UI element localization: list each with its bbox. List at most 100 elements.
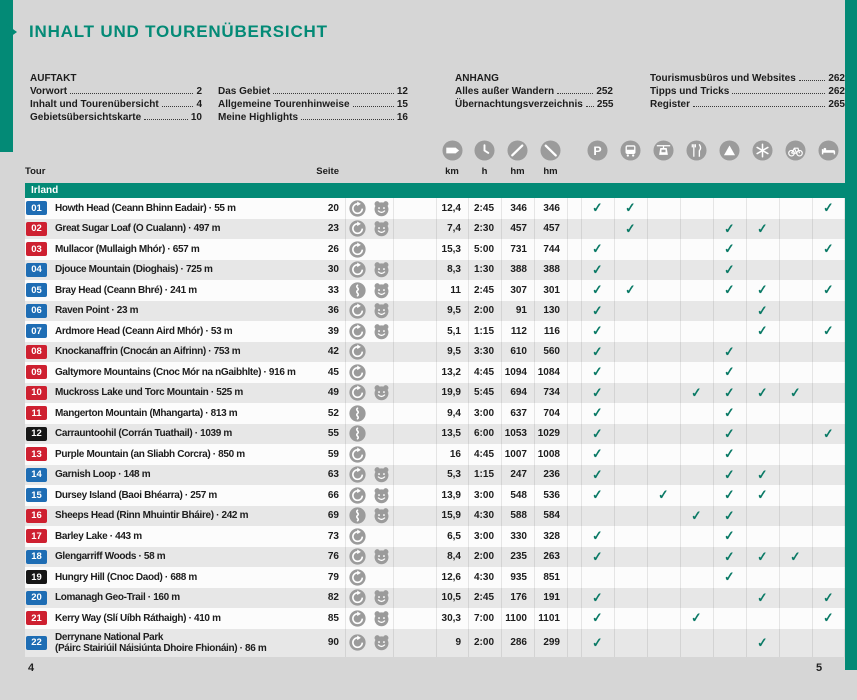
toc-entry-label: Alles außer Wandern <box>455 86 555 97</box>
distance-value: 5,3 <box>436 465 468 486</box>
toc-entry: Inhalt und Tourenübersicht 4 <box>30 98 202 111</box>
ascent-value: 588 <box>501 506 534 527</box>
descent-value: 299 <box>534 629 567 657</box>
loop-route-icon <box>348 241 366 258</box>
tour-name: Bray Head (Ceann Bhré) · 241 m <box>55 284 197 296</box>
checkmark-icon: ✓ <box>723 527 736 544</box>
tour-page: 49 <box>327 387 339 399</box>
checkmark-icon: ✓ <box>723 404 736 421</box>
ascent-value: 235 <box>501 547 534 568</box>
table-row: 07 Ardmore Head (Ceann Aird Mhór) · 53 m 3… <box>25 321 845 342</box>
bear-icon <box>373 548 390 565</box>
toc-entry-label: Das Gebiet <box>218 86 271 97</box>
descent-value: 301 <box>534 280 567 301</box>
column-label-tour: Tour <box>25 165 46 177</box>
table-rows: 01 Howth Head (Ceann Bhinn Eadair) · 55 m… <box>25 198 845 657</box>
tour-name: Mangerton Mountain (Mhangarta) · 813 m <box>55 407 238 419</box>
tour-name: Knockanaffrin (Cnocán an Aifrinn) · 753 … <box>55 346 241 358</box>
unit-label-km: km <box>445 165 459 177</box>
table-row: 15 Dursey Island (Baoi Bhéarra) · 257 m 66… <box>25 485 845 506</box>
checkmark-icon: ✓ <box>591 445 604 462</box>
duration-value: 1:30 <box>468 260 501 281</box>
bear-icon <box>373 384 390 401</box>
checkmark-icon: ✓ <box>591 609 604 626</box>
toc-leader <box>798 80 826 81</box>
tour-number-badge: 06 <box>26 303 47 318</box>
checkmark-icon: ✓ <box>822 589 835 606</box>
toc-entry-label: Meine Highlights <box>218 112 298 123</box>
table-row: 11 Mangerton Mountain (Mhangarta) · 813 m… <box>25 403 845 424</box>
bear-icon <box>373 282 390 299</box>
table-row: 04 Djouce Mountain (Dioghais) · 725 m 30 8,… <box>25 259 845 281</box>
loop-route-icon <box>348 323 366 340</box>
tour-page: 82 <box>327 592 339 604</box>
distance-value: 15,3 <box>436 239 468 260</box>
checkmark-icon: ✓ <box>657 486 670 503</box>
tour-number-badge: 19 <box>26 570 47 585</box>
toc-leader <box>352 106 394 107</box>
checkmark-icon: ✓ <box>789 548 802 565</box>
toc-heading: ANHANG <box>455 73 499 84</box>
toc-entry: Tipps und Tricks 262 <box>650 85 845 98</box>
checkmark-icon: ✓ <box>723 466 736 483</box>
table-row: 09 Galtymore Mountains (Cnoc Mór na nGaib… <box>25 362 845 383</box>
checkmark-icon: ✓ <box>723 425 736 442</box>
tour-number-badge: 16 <box>26 508 47 523</box>
table-row: 17 Barley Lake · 443 m 73 6,5 3:00 330 328 ✓ ✓ <box>25 526 845 547</box>
ascent-value: 1053 <box>501 424 534 445</box>
descent-value: 744 <box>534 239 567 260</box>
loop-route-icon <box>348 528 366 545</box>
table-header-icons: P <box>25 139 845 162</box>
table-row: 05 Bray Head (Ceann Bhré) · 241 m 33 11 2:45… <box>25 280 845 301</box>
checkmark-icon: ✓ <box>591 343 604 360</box>
bear-icon <box>373 507 390 524</box>
toc-entry-label: Register <box>650 99 691 110</box>
ascent-value: 176 <box>501 588 534 609</box>
checkmark-icon: ✓ <box>591 589 604 606</box>
descent-value: 263 <box>534 547 567 568</box>
tour-page: 69 <box>327 510 339 522</box>
ascent-value: 457 <box>501 219 534 240</box>
ascent-value: 935 <box>501 567 534 588</box>
distance-value: 19,9 <box>436 383 468 404</box>
distance-value: 11 <box>436 280 468 301</box>
tour-page: 63 <box>327 469 339 481</box>
distance-value: 10,5 <box>436 588 468 609</box>
toc-column: Das Gebiet 12 Allgemeine Tourenhinweise … <box>218 72 408 124</box>
checkmark-icon: ✓ <box>723 363 736 380</box>
toc-leader <box>161 106 194 107</box>
duration-value: 5:45 <box>468 383 501 404</box>
loop-route-icon <box>348 446 366 463</box>
toc-entry: Register 265 <box>650 98 845 111</box>
checkmark-icon: ✓ <box>822 199 835 216</box>
title-arrow-icon <box>6 24 17 40</box>
loop-route-icon <box>348 384 366 401</box>
checkmark-icon: ✓ <box>756 466 769 483</box>
restaurant-icon <box>686 140 707 161</box>
table-row: 12 Carrauntoohil (Corrán Tuathail) · 1039… <box>25 423 845 445</box>
toc-entry-label: Tipps und Tricks <box>650 86 730 97</box>
toc: AUFTAKT Vorwort 2 Inhalt und Tourenübers… <box>30 72 845 132</box>
tour-number-badge: 04 <box>26 262 47 277</box>
duration-value: 1:15 <box>468 465 501 486</box>
tour-name: Carrauntoohil (Corrán Tuathail) · 1039 m <box>55 428 232 440</box>
checkmark-icon: ✓ <box>723 445 736 462</box>
unit-label-hm-down: hm <box>543 165 558 177</box>
tour-page: 36 <box>327 305 339 317</box>
distance-value: 7,4 <box>436 219 468 240</box>
descent-icon <box>540 140 561 161</box>
ascent-value: 330 <box>501 526 534 547</box>
parking-icon: P <box>587 140 608 161</box>
table-row: 02 Great Sugar Loaf (Ó Cualann) · 497 m 23… <box>25 218 845 240</box>
toc-leader <box>144 119 188 120</box>
toc-column: AUFTAKT Vorwort 2 Inhalt und Tourenübers… <box>30 72 202 124</box>
distance-value: 13,9 <box>436 485 468 506</box>
descent-value: 1101 <box>534 608 567 629</box>
tour-page: 73 <box>327 530 339 542</box>
tour-number-badge: 12 <box>26 426 47 441</box>
bear-icon <box>373 466 390 483</box>
descent-value: 116 <box>534 321 567 342</box>
toc-entry-label: Vorwort <box>30 86 68 97</box>
checkmark-icon: ✓ <box>591 302 604 319</box>
